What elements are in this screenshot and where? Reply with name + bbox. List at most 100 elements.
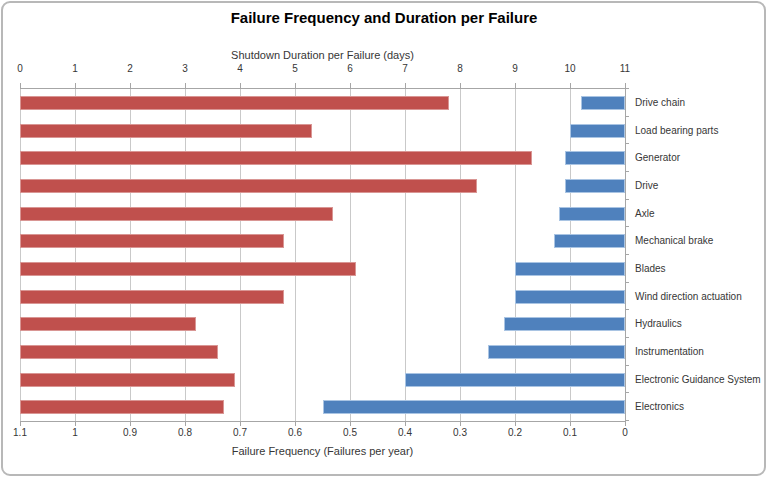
duration-bar bbox=[20, 124, 312, 138]
top-axis-tick-label: 6 bbox=[347, 63, 353, 74]
category-label: Generator bbox=[635, 152, 680, 163]
chart: Failure Frequency and Duration per Failu… bbox=[0, 0, 768, 478]
bottom-axis-title: Failure Frequency (Failures per year) bbox=[20, 445, 625, 457]
bottom-axis-tick-label: 0.7 bbox=[233, 427, 247, 438]
category-label: Drive bbox=[635, 179, 658, 190]
bottom-axis-tick-label: 0.4 bbox=[398, 427, 412, 438]
gridline bbox=[130, 89, 131, 421]
category-label: Load bearing parts bbox=[635, 124, 718, 135]
category-axis-tickmark bbox=[625, 365, 629, 366]
category-axis-tickmark bbox=[625, 226, 629, 227]
bottom-axis-tick-label: 0.9 bbox=[123, 427, 137, 438]
bottom-axis-tick-label: 0.1 bbox=[563, 427, 577, 438]
top-axis-tick-label: 0 bbox=[17, 63, 23, 74]
bottom-axis-tickmark bbox=[515, 421, 516, 426]
top-axis-tick-label: 4 bbox=[237, 63, 243, 74]
frequency-bar bbox=[570, 124, 625, 138]
category-label: Wind direction actuation bbox=[635, 290, 742, 301]
duration-bar bbox=[20, 262, 356, 276]
duration-bar bbox=[20, 234, 284, 248]
category-axis-tickmark bbox=[625, 143, 629, 144]
category-label: Mechanical brake bbox=[635, 235, 713, 246]
duration-bar bbox=[20, 317, 196, 331]
top-axis-tick-label: 9 bbox=[512, 63, 518, 74]
bottom-axis-tick-label: 0.3 bbox=[453, 427, 467, 438]
bottom-axis-tick-label: 0.6 bbox=[288, 427, 302, 438]
top-axis-tick-label: 7 bbox=[402, 63, 408, 74]
gridline bbox=[350, 89, 351, 421]
category-axis-tickmark bbox=[625, 116, 629, 117]
category-label: Electronic Guidance System bbox=[635, 373, 761, 384]
bottom-axis-tickmark bbox=[130, 421, 131, 426]
category-label: Instrumentation bbox=[635, 345, 704, 356]
category-axis-tickmark bbox=[625, 199, 629, 200]
bottom-axis-tick-label: 1.1 bbox=[13, 427, 27, 438]
frequency-bar bbox=[405, 373, 625, 387]
gridline bbox=[20, 89, 21, 421]
frequency-bar bbox=[488, 345, 626, 359]
top-axis-tick-label: 11 bbox=[620, 63, 630, 74]
duration-bar bbox=[20, 400, 224, 414]
bottom-axis-tick-label: 0.8 bbox=[178, 427, 192, 438]
gridline bbox=[460, 89, 461, 421]
gridline bbox=[185, 89, 186, 421]
category-axis-tickmark bbox=[625, 309, 629, 310]
gridline bbox=[75, 89, 76, 421]
bottom-axis-tick-label: 0.2 bbox=[508, 427, 522, 438]
category-axis-labels: Drive chainLoad bearing partsGeneratorDr… bbox=[635, 88, 765, 420]
bottom-axis-tickmark bbox=[350, 421, 351, 426]
plot-area bbox=[20, 88, 626, 422]
gridline bbox=[295, 89, 296, 421]
frequency-bar bbox=[504, 317, 625, 331]
duration-bar bbox=[20, 207, 333, 221]
bottom-axis-tick-labels: 1.110.90.80.70.60.50.40.30.20.10 bbox=[20, 427, 625, 440]
top-axis-tick-label: 3 bbox=[182, 63, 188, 74]
category-label: Blades bbox=[635, 262, 666, 273]
bottom-axis-tick-label: 0 bbox=[622, 427, 628, 438]
category-label: Electronics bbox=[635, 401, 684, 412]
category-axis-tickmark bbox=[625, 392, 629, 393]
bottom-axis-tickmark bbox=[405, 421, 406, 426]
top-axis-title: Shutdown Duration per Failure (days) bbox=[20, 49, 625, 61]
duration-bar bbox=[20, 345, 218, 359]
duration-bar bbox=[20, 96, 449, 110]
duration-bar bbox=[20, 151, 532, 165]
frequency-bar bbox=[323, 400, 626, 414]
frequency-bar bbox=[515, 290, 625, 304]
bottom-axis-tickmark bbox=[240, 421, 241, 426]
top-axis-tick-label: 8 bbox=[457, 63, 463, 74]
category-axis-tickmark bbox=[625, 171, 629, 172]
bottom-axis-tick-label: 0.5 bbox=[343, 427, 357, 438]
top-axis-tick-label: 1 bbox=[72, 63, 78, 74]
frequency-bar bbox=[515, 262, 625, 276]
bottom-axis-tickmark bbox=[20, 421, 21, 426]
top-axis-tick-label: 10 bbox=[564, 63, 575, 74]
bottom-axis-tickmark bbox=[75, 421, 76, 426]
bottom-axis-tickmark bbox=[295, 421, 296, 426]
duration-bar bbox=[20, 290, 284, 304]
top-axis-tick-label: 2 bbox=[127, 63, 133, 74]
bottom-axis-tickmark bbox=[570, 421, 571, 426]
duration-bar bbox=[20, 373, 235, 387]
category-label: Hydraulics bbox=[635, 318, 682, 329]
top-axis-tick-label: 5 bbox=[292, 63, 298, 74]
gridline bbox=[570, 89, 571, 421]
frequency-bar bbox=[565, 179, 626, 193]
bottom-axis-tickmark bbox=[625, 421, 626, 426]
category-label: Axle bbox=[635, 207, 654, 218]
category-axis-tickmark bbox=[625, 254, 629, 255]
category-axis-tickmark bbox=[625, 337, 629, 338]
bottom-axis-tickmark bbox=[185, 421, 186, 426]
frequency-bar bbox=[565, 151, 626, 165]
bottom-axis-tickmark bbox=[460, 421, 461, 426]
category-axis-tickmark bbox=[625, 88, 629, 89]
gridline bbox=[515, 89, 516, 421]
gridline bbox=[240, 89, 241, 421]
duration-bar bbox=[20, 179, 477, 193]
top-axis-tick-labels: 01234567891011 bbox=[20, 63, 625, 76]
frequency-bar bbox=[581, 96, 625, 110]
category-axis-tickmark bbox=[625, 282, 629, 283]
chart-title: Failure Frequency and Duration per Failu… bbox=[0, 9, 768, 26]
gridline bbox=[405, 89, 406, 421]
frequency-bar bbox=[559, 207, 625, 221]
